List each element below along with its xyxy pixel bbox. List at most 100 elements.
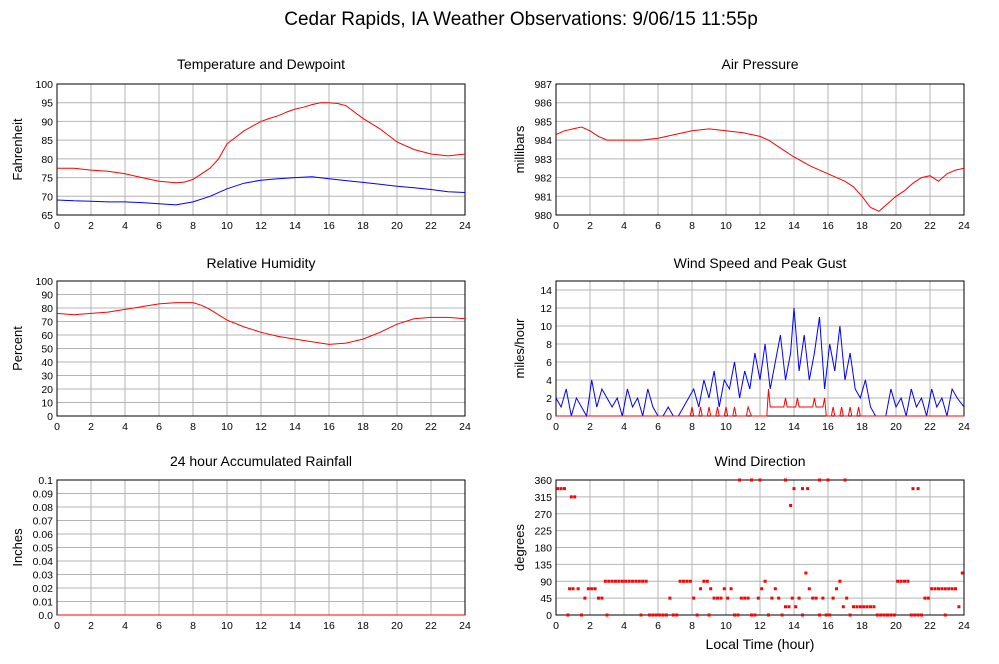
x-tick-label: 10 xyxy=(221,220,233,232)
scatter-point xyxy=(559,487,563,491)
scatter-point xyxy=(590,587,594,591)
scatter-point xyxy=(933,587,937,591)
y-tick-label: 75 xyxy=(41,173,53,185)
x-tick-label: 0 xyxy=(54,620,60,632)
scatter-point xyxy=(566,613,570,617)
scatter-point xyxy=(738,478,742,482)
x-tick-label: 0 xyxy=(553,421,559,433)
x-tick-label: 4 xyxy=(122,220,128,232)
x-tick-label: 2 xyxy=(88,421,94,433)
x-tick-label: 22 xyxy=(425,220,437,232)
x-tick-label: 18 xyxy=(357,620,369,632)
x-tick-label: 20 xyxy=(890,620,902,632)
chart-title: Relative Humidity xyxy=(207,255,316,271)
y-tick-label: 65 xyxy=(41,210,53,222)
x-tick-label: 16 xyxy=(822,620,834,632)
scatter-point xyxy=(675,613,679,617)
x-tick-label: 24 xyxy=(459,421,471,433)
y-tick-label: 984 xyxy=(534,135,552,147)
scatter-point xyxy=(678,579,682,583)
chart-title: Wind Direction xyxy=(714,453,805,469)
x-tick-label: 8 xyxy=(689,421,695,433)
scatter-point xyxy=(695,613,699,617)
scatter-point xyxy=(699,587,702,591)
x-tick-label: 18 xyxy=(357,421,369,433)
chart-title: Wind Speed and Peak Gust xyxy=(674,255,847,271)
x-tick-label: 24 xyxy=(459,220,471,232)
scatter-point xyxy=(843,478,847,482)
scatter-point xyxy=(620,579,624,583)
x-tick-label: 14 xyxy=(788,220,800,232)
x-tick-label: 20 xyxy=(391,421,403,433)
scatter-point xyxy=(614,579,617,583)
scatter-point xyxy=(937,587,940,591)
scatter-point xyxy=(911,487,915,491)
scatter-point xyxy=(789,504,793,507)
y-tick-label: 987 xyxy=(534,79,552,91)
scatter-point xyxy=(729,587,733,591)
scatter-point xyxy=(797,596,801,600)
scatter-point xyxy=(610,579,614,583)
y-tick-label: 8 xyxy=(546,339,552,351)
x-tick-label: 12 xyxy=(255,620,267,632)
series-line xyxy=(556,126,964,212)
series-line xyxy=(57,302,465,345)
x-tick-label: 0 xyxy=(54,421,60,433)
y-tick-label: 2 xyxy=(546,393,552,405)
x-tick-label: 20 xyxy=(391,620,403,632)
plot-frame xyxy=(56,83,466,216)
x-tick-label: 22 xyxy=(425,421,437,433)
scatter-point xyxy=(920,613,923,617)
scatter-point xyxy=(707,613,711,617)
x-tick-label: 10 xyxy=(720,421,732,433)
scatter-point xyxy=(651,613,655,617)
x-tick-label: 16 xyxy=(822,220,834,232)
scatter-point xyxy=(654,613,658,617)
y-tick-label: 270 xyxy=(534,509,552,521)
scatter-point xyxy=(758,478,762,482)
scatter-point xyxy=(733,613,736,617)
scatter-point xyxy=(852,605,855,609)
scatter-point xyxy=(688,579,692,583)
x-tick-label: 14 xyxy=(289,220,301,232)
x-tick-label: 8 xyxy=(190,620,196,632)
x-tick-label: 4 xyxy=(621,421,627,433)
y-axis-label: degrees xyxy=(512,524,527,571)
x-tick-label: 10 xyxy=(720,620,732,632)
page-title: Cedar Rapids, IA Weather Observations: 9… xyxy=(284,9,758,30)
x-tick-label: 24 xyxy=(958,421,970,433)
scatter-point xyxy=(639,613,643,617)
scatter-point xyxy=(784,478,787,482)
scatter-point xyxy=(841,605,845,609)
x-tick-label: 14 xyxy=(788,421,800,433)
scatter-point xyxy=(845,596,849,600)
scatter-point xyxy=(624,579,628,583)
y-tick-label: 100 xyxy=(35,276,53,288)
x-tick-label: 8 xyxy=(190,220,196,232)
scatter-point xyxy=(780,613,784,617)
series-line xyxy=(556,307,964,418)
x-tick-label: 6 xyxy=(156,421,162,433)
y-axis-label: miles/hour xyxy=(512,318,527,379)
x-tick-label: 6 xyxy=(156,620,162,632)
y-tick-label: 70 xyxy=(41,191,53,203)
scatter-point xyxy=(882,613,886,617)
scatter-point xyxy=(848,613,852,617)
scatter-point xyxy=(865,605,869,609)
scatter-point xyxy=(568,587,572,591)
scatter-point xyxy=(580,613,583,617)
y-tick-label: 10 xyxy=(41,398,53,410)
x-tick-label: 14 xyxy=(788,620,800,632)
y-tick-label: 0.08 xyxy=(33,502,54,514)
scatter-point xyxy=(573,495,577,499)
y-axis-label: Percent xyxy=(10,326,25,371)
y-tick-label: 10 xyxy=(540,321,552,333)
x-tick-label: 4 xyxy=(621,620,627,632)
scatter-point xyxy=(950,587,954,591)
x-tick-label: 20 xyxy=(890,220,902,232)
scatter-point xyxy=(906,579,910,583)
scatter-point xyxy=(787,605,791,609)
